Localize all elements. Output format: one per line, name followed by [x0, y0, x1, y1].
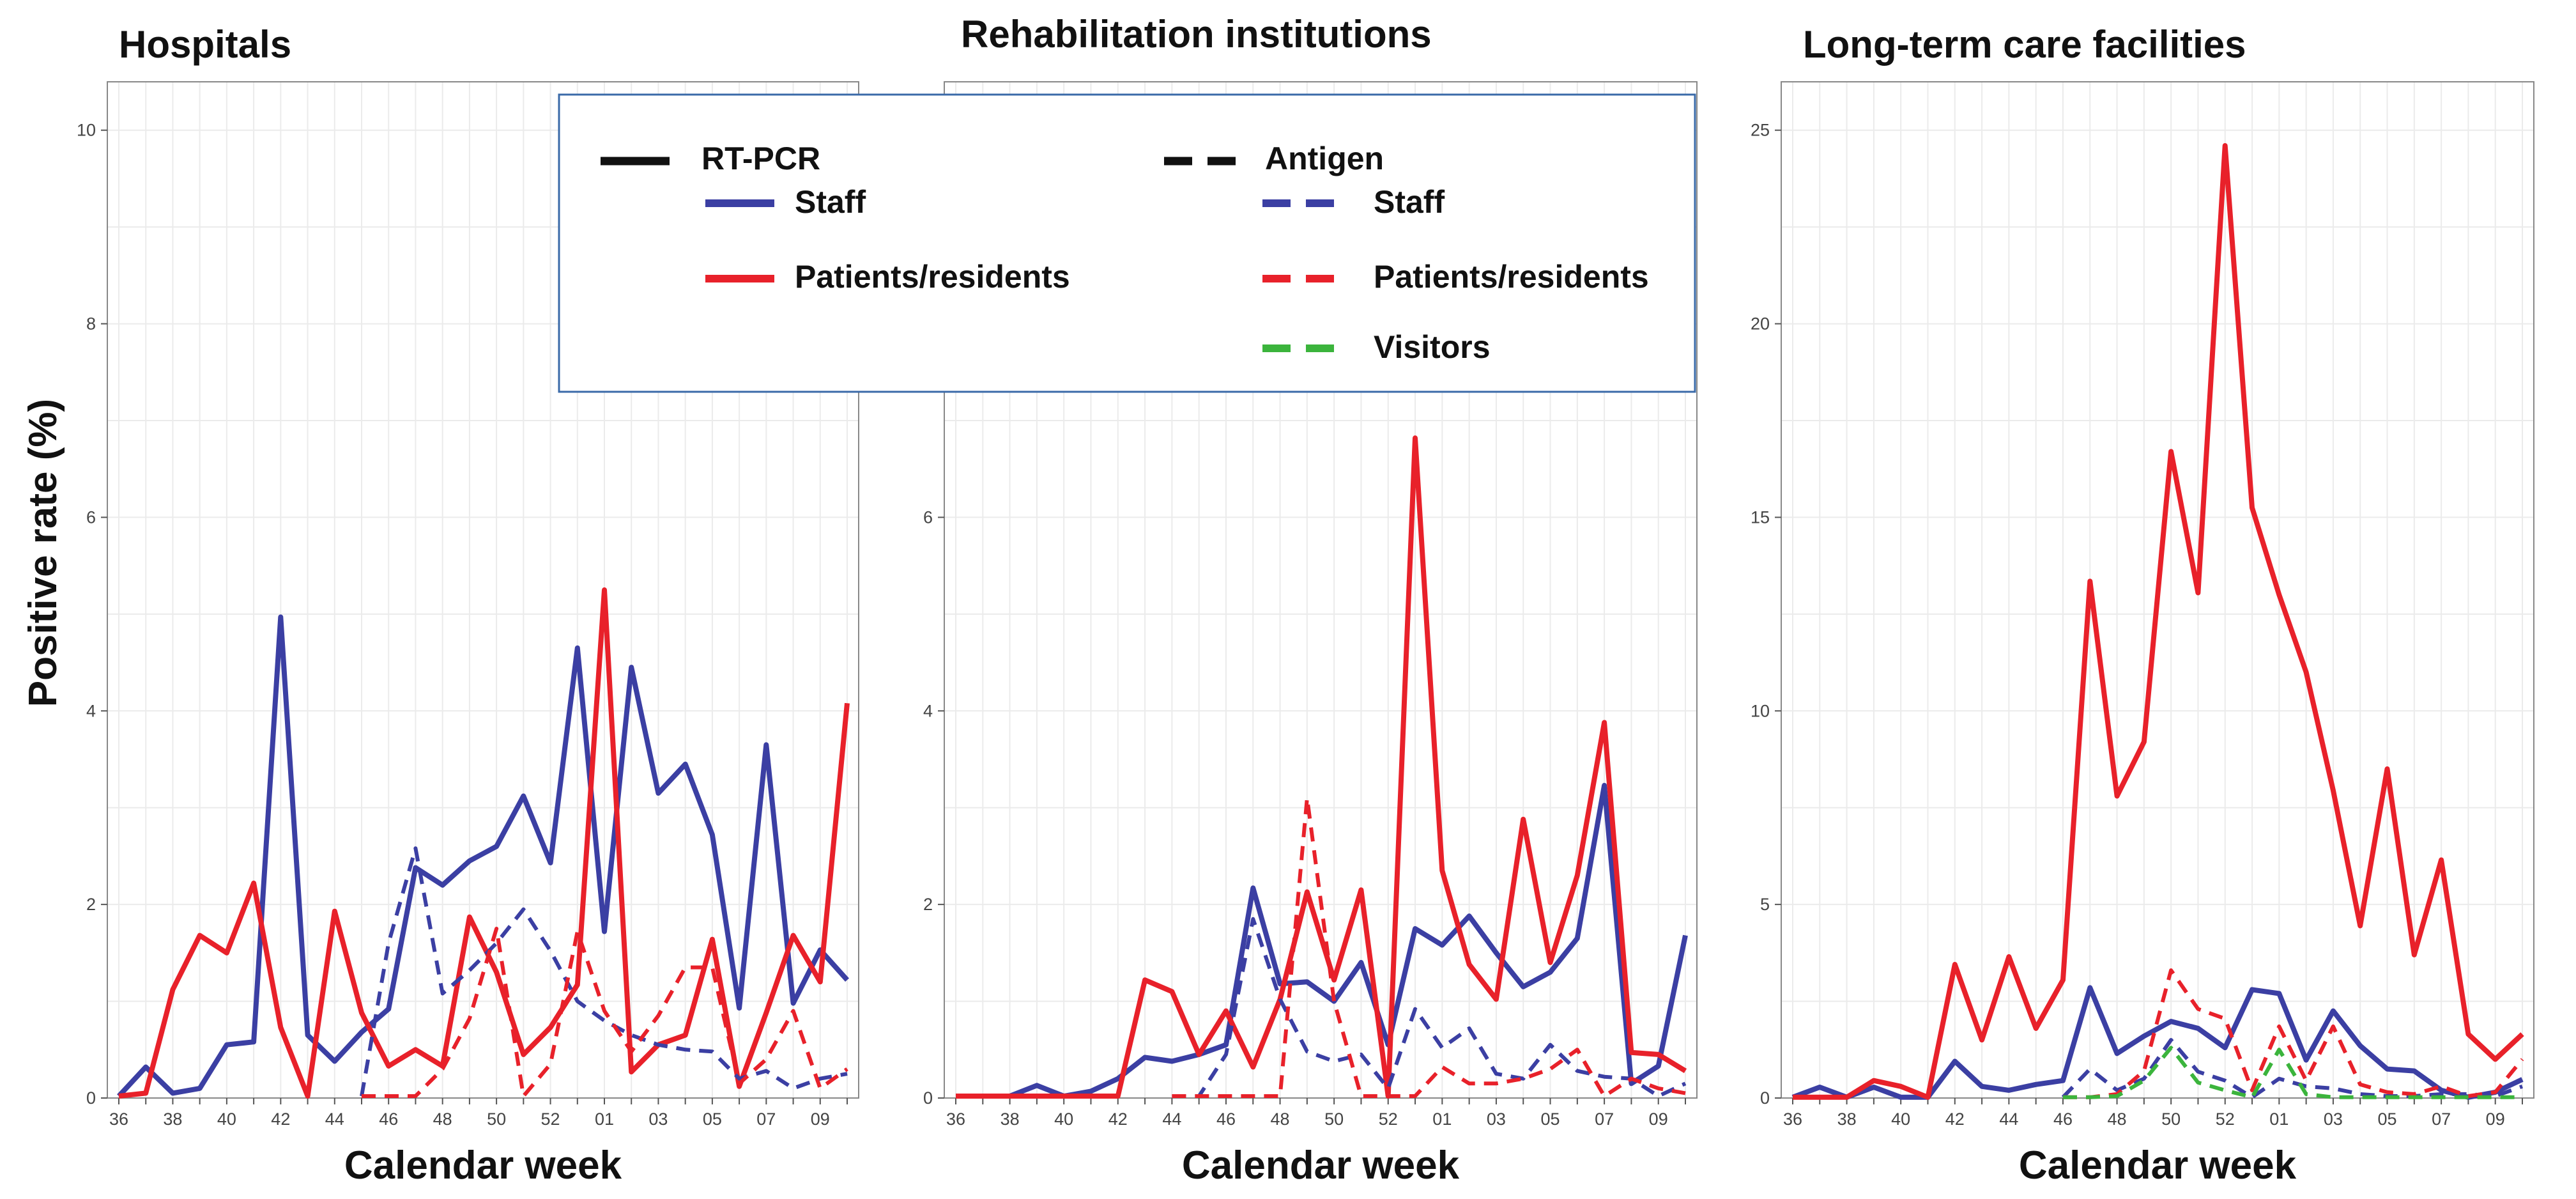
panel-title: Rehabilitation institutions — [961, 13, 1432, 56]
x-tick-label: 09 — [2486, 1110, 2505, 1129]
x-tick-label: 46 — [1216, 1110, 1236, 1129]
x-tick-label: 38 — [163, 1110, 182, 1129]
panel-title: Long-term care facilities — [1803, 23, 2246, 66]
y-tick-label: 5 — [1760, 895, 1770, 914]
x-tick-label: 44 — [1999, 1110, 2018, 1129]
x-tick-label: 05 — [2377, 1110, 2396, 1129]
y-tick-label: 2 — [923, 895, 933, 914]
x-tick-label: 07 — [1595, 1110, 1614, 1129]
x-tick-label: 36 — [1783, 1110, 1802, 1129]
series-line-antigen-staff — [1172, 917, 1687, 1098]
y-axis-title: Positive rate (%) — [21, 399, 65, 707]
x-tick-label: 38 — [1000, 1110, 1020, 1129]
x-tick-label: 07 — [756, 1110, 776, 1129]
x-tick-label: 46 — [379, 1110, 398, 1129]
x-tick-label: 42 — [1945, 1110, 1965, 1129]
x-axis-title: Calendar week — [2019, 1143, 2297, 1187]
x-tick-label: 48 — [2108, 1110, 2127, 1129]
series-line-rtpcr-patients-residents — [1793, 143, 2524, 1100]
y-tick-label: 2 — [86, 895, 96, 914]
series-line-antigen-patients-residents — [362, 927, 848, 1098]
x-tick-label: 52 — [2216, 1110, 2235, 1129]
series-line-antigen-patients-residents — [1172, 796, 1686, 1098]
y-tick-label: 20 — [1751, 314, 1770, 334]
x-tick-label: 01 — [2269, 1110, 2288, 1129]
legend-rtpcr-patients-label: Patients/residents — [795, 259, 1070, 295]
y-tick-label: 6 — [86, 507, 96, 527]
plot-border — [944, 81, 1698, 1099]
x-tick-label: 38 — [1837, 1110, 1857, 1129]
series-line-rtpcr-staff — [117, 614, 849, 1098]
series-line-antigen-visitors — [2063, 1046, 2522, 1099]
x-tick-label: 42 — [1108, 1110, 1128, 1129]
y-tick-label: 0 — [1760, 1088, 1770, 1108]
x-tick-label: 52 — [541, 1110, 560, 1129]
x-tick-label: 50 — [2161, 1110, 2181, 1129]
series-line-antigen-staff — [2061, 1038, 2524, 1099]
plot-border — [1781, 81, 2534, 1099]
legend-antigen-staff-label: Staff — [1374, 184, 1445, 220]
y-tick-label: 6 — [923, 507, 933, 527]
x-tick-label: 50 — [1324, 1110, 1344, 1129]
y-tick-label: 4 — [86, 701, 96, 720]
x-tick-label: 42 — [271, 1110, 290, 1129]
y-tick-label: 0 — [86, 1088, 96, 1108]
x-tick-label: 03 — [1487, 1110, 1506, 1129]
panel-title: Hospitals — [119, 23, 291, 66]
x-tick-label: 01 — [1432, 1110, 1452, 1129]
y-tick-label: 8 — [86, 314, 96, 334]
y-tick-label: 15 — [1751, 507, 1770, 527]
legend-rtpcr-staff-label: Staff — [795, 184, 866, 220]
x-tick-label: 46 — [2053, 1110, 2073, 1129]
x-tick-label: 48 — [1271, 1110, 1290, 1129]
x-tick-label: 09 — [811, 1110, 830, 1129]
series-line-antigen-staff — [360, 846, 848, 1097]
series-line-rtpcr-patients-residents — [118, 587, 850, 1099]
x-tick-label: 03 — [648, 1110, 668, 1129]
y-tick-label: 0 — [923, 1088, 933, 1108]
legend-box — [558, 93, 1696, 393]
series-line-rtpcr-patients-residents — [956, 435, 1687, 1099]
y-tick-label: 25 — [1751, 121, 1770, 140]
series-line-rtpcr-staff — [1791, 985, 2524, 1100]
y-tick-label: 10 — [1751, 701, 1770, 720]
x-tick-label: 44 — [325, 1110, 344, 1129]
legend: RT-PCR Staff Patients/residents Antigen … — [558, 93, 1696, 393]
x-tick-label: 52 — [1379, 1110, 1398, 1129]
y-tick-label: 4 — [923, 701, 933, 720]
x-tick-label: 07 — [2432, 1110, 2451, 1129]
x-tick-label: 36 — [109, 1110, 128, 1129]
legend-antigen-patients-label: Patients/residents — [1374, 259, 1649, 295]
x-tick-label: 05 — [703, 1110, 722, 1129]
y-tick-label: 10 — [77, 121, 96, 140]
x-tick-label: 50 — [487, 1110, 506, 1129]
legend-antigen-label: Antigen — [1265, 141, 1384, 176]
legend-rtpcr-label: RT-PCR — [702, 141, 820, 176]
x-tick-label: 40 — [1891, 1110, 1910, 1129]
x-axis-title: Calendar week — [344, 1143, 622, 1187]
x-tick-label: 44 — [1162, 1110, 1181, 1129]
legend-visitors-label: Visitors — [1374, 329, 1491, 365]
x-tick-label: 03 — [2324, 1110, 2343, 1129]
x-tick-label: 05 — [1540, 1110, 1560, 1129]
x-tick-label: 48 — [433, 1110, 452, 1129]
x-axis-title: Calendar week — [1182, 1143, 1460, 1187]
x-tick-label: 09 — [1649, 1110, 1668, 1129]
x-tick-label: 36 — [946, 1110, 965, 1129]
x-tick-label: 40 — [1054, 1110, 1073, 1129]
x-tick-label: 40 — [217, 1110, 236, 1129]
plot-border — [107, 81, 859, 1099]
series-line-antigen-patients-residents — [2063, 968, 2524, 1099]
x-tick-label: 01 — [595, 1110, 614, 1129]
